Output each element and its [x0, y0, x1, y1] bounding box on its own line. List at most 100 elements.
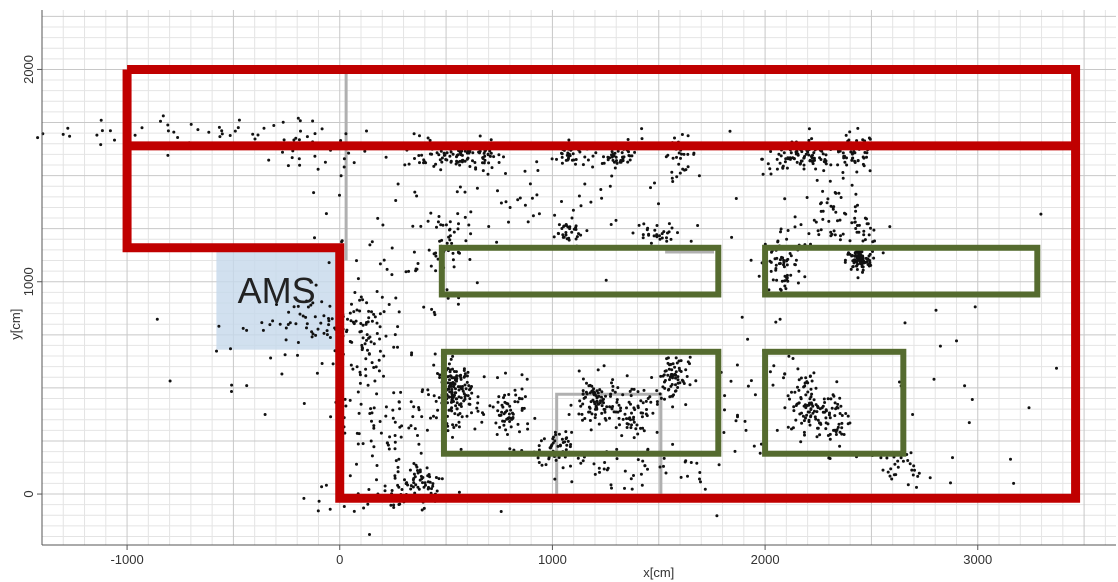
- data-point: [674, 389, 678, 393]
- data-point: [457, 490, 461, 494]
- data-point: [822, 169, 826, 173]
- data-point: [313, 315, 317, 319]
- data-point: [603, 410, 607, 414]
- data-point: [501, 419, 505, 423]
- data-point: [788, 397, 791, 401]
- data-point: [462, 399, 466, 403]
- data-point: [581, 392, 585, 396]
- data-point: [443, 153, 447, 157]
- data-point: [282, 138, 286, 142]
- data-point: [848, 239, 852, 243]
- wall-line: [555, 392, 663, 495]
- data-point: [683, 460, 687, 464]
- data-point: [581, 459, 585, 463]
- data-point: [393, 447, 397, 451]
- data-point: [646, 447, 650, 451]
- data-point: [468, 397, 472, 401]
- data-point: [356, 442, 360, 446]
- data-point: [467, 402, 471, 406]
- data-point: [440, 477, 444, 481]
- data-point: [417, 154, 421, 157]
- data-point: [581, 402, 585, 406]
- data-point: [815, 435, 819, 439]
- data-point: [314, 333, 318, 337]
- data-point: [537, 212, 541, 216]
- data-point: [802, 430, 806, 434]
- data-point: [805, 196, 809, 199]
- data-point: [591, 165, 595, 169]
- data-point: [448, 154, 452, 158]
- data-point: [407, 426, 411, 430]
- data-point: [384, 405, 388, 409]
- data-point: [1009, 457, 1012, 461]
- data-point: [686, 134, 690, 138]
- data-point: [853, 251, 857, 255]
- data-point: [600, 395, 603, 399]
- data-point: [816, 406, 820, 410]
- data-point: [595, 389, 599, 393]
- data-point: [437, 153, 441, 157]
- data-point: [803, 384, 807, 388]
- data-point: [327, 317, 330, 320]
- data-point: [272, 124, 276, 127]
- data-point: [767, 288, 771, 292]
- data-point: [556, 231, 560, 235]
- data-point: [909, 451, 913, 455]
- data-point: [449, 160, 453, 164]
- data-point: [434, 254, 438, 258]
- data-point: [356, 277, 360, 281]
- data-point: [789, 254, 793, 258]
- data-point: [294, 322, 298, 326]
- data-point: [409, 424, 413, 428]
- data-point: [412, 477, 416, 480]
- data-point: [808, 423, 812, 427]
- data-point: [355, 308, 359, 312]
- data-point: [775, 157, 779, 161]
- data-point: [668, 375, 672, 379]
- data-point: [800, 411, 803, 415]
- data-point: [666, 373, 670, 377]
- data-point: [560, 200, 563, 203]
- data-point: [617, 403, 621, 407]
- data-point: [816, 229, 820, 233]
- data-point: [736, 413, 739, 417]
- data-point: [783, 160, 787, 164]
- data-point: [595, 406, 599, 410]
- data-point: [634, 427, 638, 431]
- data-point: [290, 156, 294, 160]
- data-point: [409, 487, 413, 491]
- data-point: [450, 241, 454, 245]
- data-point: [626, 160, 630, 164]
- data-point: [296, 304, 300, 308]
- data-point: [844, 133, 848, 137]
- data-point: [602, 155, 605, 159]
- data-point: [775, 428, 779, 432]
- data-point: [457, 222, 460, 226]
- data-point: [340, 239, 344, 243]
- data-point: [865, 217, 868, 221]
- data-point: [838, 444, 842, 448]
- data-point: [865, 155, 868, 159]
- data-point: [590, 412, 594, 416]
- data-point: [322, 331, 326, 335]
- data-point: [565, 443, 569, 447]
- data-point: [837, 191, 841, 195]
- data-point: [488, 154, 492, 158]
- data-point: [611, 384, 615, 388]
- data-point: [382, 310, 386, 314]
- data-point: [585, 381, 588, 385]
- data-point: [853, 220, 857, 224]
- data-point: [372, 426, 376, 430]
- data-point: [418, 470, 422, 474]
- data-point: [583, 182, 587, 186]
- data-point: [899, 456, 903, 460]
- data-point: [416, 469, 419, 472]
- data-point: [621, 159, 625, 163]
- data-point: [457, 251, 461, 255]
- data-point: [826, 197, 830, 201]
- data-point: [113, 138, 116, 142]
- data-point: [842, 433, 846, 436]
- data-point: [593, 472, 597, 476]
- data-point: [636, 432, 640, 436]
- data-point: [483, 158, 487, 162]
